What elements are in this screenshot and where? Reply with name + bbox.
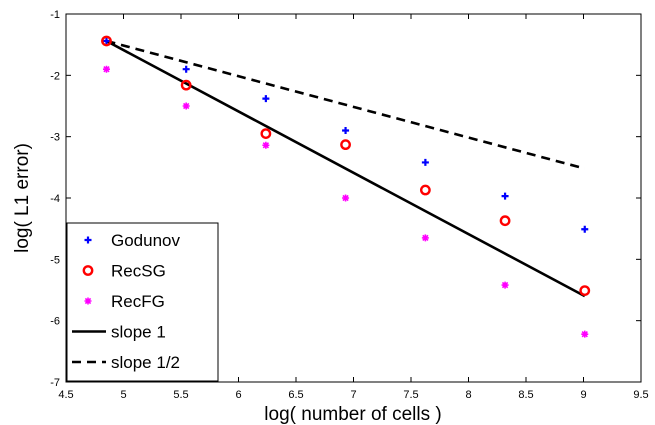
data-point bbox=[102, 65, 110, 73]
series-line bbox=[106, 39, 586, 170]
data-point bbox=[499, 215, 511, 227]
data-point bbox=[342, 127, 350, 135]
y-tick-label: -7 bbox=[50, 377, 60, 389]
legend-label: slope 1/2 bbox=[111, 353, 180, 372]
x-tick-label: 8.5 bbox=[518, 389, 533, 401]
y-tick-label: -3 bbox=[50, 132, 60, 144]
data-point bbox=[342, 194, 350, 202]
axis-ticks: 4.5 5 5.5 6 6.5 7 7.5 8 8.5 9 9.5 -1 -2 -3 -4 -5 -6 -7 bbox=[50, 9, 648, 401]
x-tick-label: 5 bbox=[120, 389, 126, 401]
data-point bbox=[419, 184, 431, 196]
data-point bbox=[581, 225, 589, 233]
x-tick-label: 9 bbox=[580, 389, 586, 401]
x-tick-label: 6.5 bbox=[288, 389, 303, 401]
x-tick-label: 8 bbox=[465, 389, 471, 401]
x-axis-label: log( number of cells ) bbox=[264, 404, 441, 425]
legend-label: RecFG bbox=[111, 292, 165, 311]
legend-box bbox=[66, 222, 219, 382]
x-tick-label: 5.5 bbox=[173, 389, 188, 401]
legend-marker bbox=[82, 265, 94, 276]
y-axis-label: log( L1 error) bbox=[12, 143, 33, 253]
legend-label: RecSG bbox=[111, 262, 166, 281]
data-point bbox=[102, 37, 110, 45]
y-tick-label: -4 bbox=[50, 193, 60, 205]
x-tick-label: 6 bbox=[235, 389, 241, 401]
data-point bbox=[421, 234, 429, 242]
y-tick-label: -1 bbox=[50, 9, 60, 21]
y-tick-label: -5 bbox=[50, 254, 60, 266]
data-point bbox=[581, 330, 589, 338]
data-point bbox=[340, 139, 351, 151]
data-point bbox=[182, 102, 190, 110]
data-point bbox=[182, 65, 190, 73]
series-line bbox=[105, 39, 586, 298]
legend-label: Godunov bbox=[111, 231, 180, 250]
data-point bbox=[101, 35, 112, 47]
data-point bbox=[262, 95, 270, 103]
x-tick-label: 9.5 bbox=[633, 389, 648, 401]
y-tick-label: -6 bbox=[50, 316, 60, 328]
x-tick-label: 4.5 bbox=[58, 389, 73, 401]
y-tick-label: -2 bbox=[50, 70, 60, 82]
data-point bbox=[501, 281, 509, 289]
legend-label: slope 1 bbox=[111, 323, 166, 342]
data-point bbox=[180, 79, 192, 91]
data-point bbox=[421, 158, 429, 166]
legend-marker bbox=[84, 236, 92, 244]
data-point bbox=[579, 285, 591, 297]
legend: Godunov RecSG RecFG slope 1 slope 1/2 bbox=[66, 222, 219, 382]
x-tick-label: 7 bbox=[350, 389, 356, 401]
data-point bbox=[260, 128, 272, 140]
chart-marks bbox=[101, 35, 591, 338]
data-point bbox=[262, 141, 270, 149]
data-point bbox=[501, 192, 509, 200]
x-tick-label: 7.5 bbox=[403, 389, 418, 401]
legend-marker bbox=[84, 297, 92, 305]
